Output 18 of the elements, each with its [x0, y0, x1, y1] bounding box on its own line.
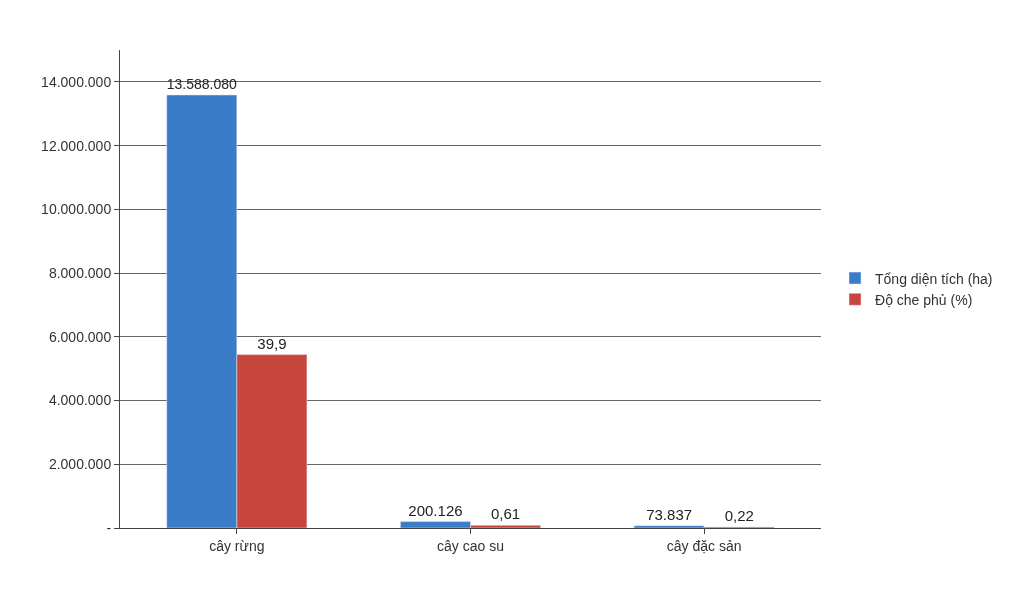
y-tick-label: 2.000.000 — [48, 456, 112, 473]
y-tick-label: 8.000.000 — [48, 264, 112, 281]
x-tick-label: cây cao su — [437, 537, 504, 554]
data-label: 0,22 — [724, 507, 754, 525]
y-tick-label: 6.000.000 — [48, 328, 112, 345]
y-tick-label: 12.000.000 — [41, 137, 112, 154]
x-tick-label: cây đặc sản — [666, 537, 742, 554]
y-tick-label: 14.000.000 — [41, 73, 112, 90]
legend-label: Tổng diện tích (ha) — [875, 270, 993, 287]
y-tick-label: 10.000.000 — [41, 201, 112, 218]
data-label: 73.837 — [646, 505, 693, 523]
x-tick-label: cây rừng — [209, 537, 265, 554]
y-tick-label: 4.000.000 — [48, 392, 112, 409]
legend-label: Độ che phủ (%) — [875, 291, 973, 308]
data-label: 39,9 — [257, 334, 287, 352]
y-tick-label: - — [106, 519, 112, 536]
data-label: 0,61 — [490, 505, 521, 523]
data-label: 200.126 — [408, 501, 463, 519]
